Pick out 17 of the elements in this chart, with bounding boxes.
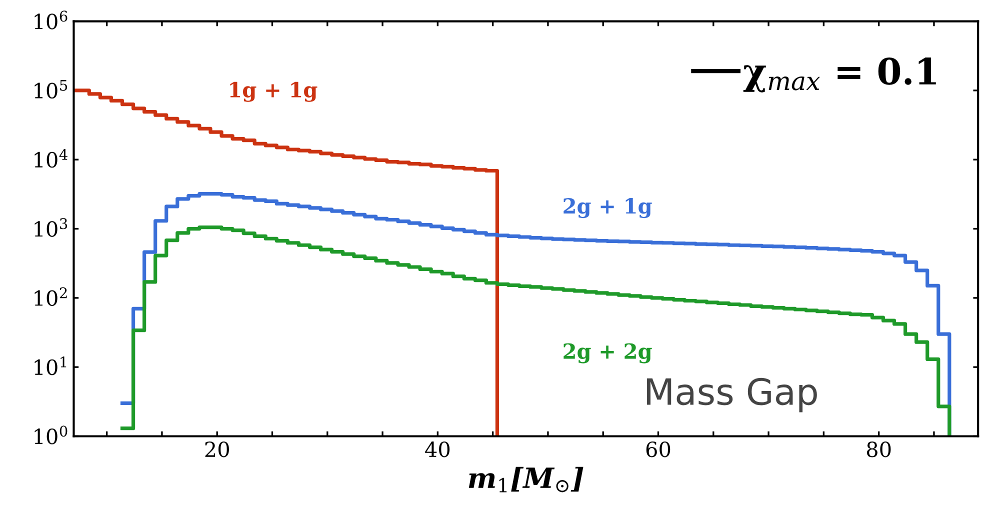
y-tick-label: 10$^{2}$: [34, 287, 67, 306]
y-tick-label: 10$^{5}$: [34, 80, 68, 99]
series-label: 1g + 1g: [230, 82, 318, 102]
series-label: 2g + 1g: [564, 198, 652, 218]
y-tick-label: 10$^{6}$: [34, 10, 68, 30]
x-axis-title: m$_{1}$[M$_{⊙}$]: [468, 466, 584, 492]
x-tick-label: 20: [205, 441, 229, 458]
y-tick-label: 10$^{1}$: [34, 356, 66, 376]
y-tick-label: 10$^{0}$: [34, 426, 68, 444]
y-tick-label: 10$^{4}$: [34, 148, 68, 168]
annotation: Mass Gap: [647, 378, 817, 412]
x-tick-label: 80: [866, 441, 891, 458]
text: 2g + 2g: [564, 343, 652, 364]
x-tick-label: 40: [425, 441, 450, 458]
x-tick-label: 60: [646, 441, 670, 458]
annotation: χ$_{max}$ = 0.1: [743, 58, 936, 92]
y-tick-label: 10$^{3}$: [34, 218, 68, 237]
